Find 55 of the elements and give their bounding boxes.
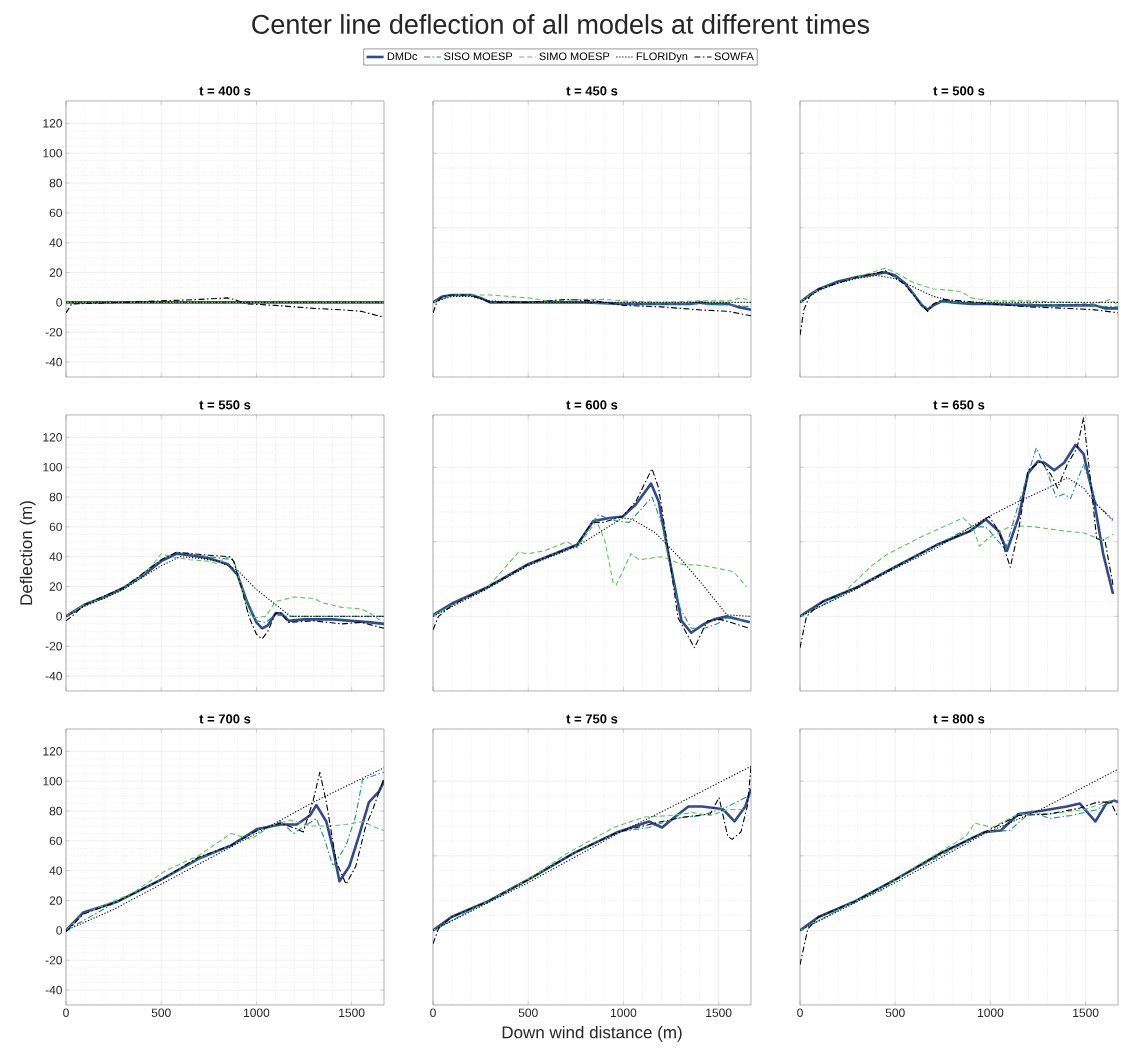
y-tick-label: 40 (49, 238, 63, 247)
chart-title: t = 450 s (566, 86, 618, 96)
y-tick-label: 40 (49, 552, 63, 561)
x-tick-label: 1500 (706, 1008, 732, 1018)
y-tick-label: 0 (56, 298, 63, 307)
y-tick-label: -20 (45, 327, 63, 337)
y-tick-label: 120 (43, 433, 63, 442)
y-tick-label: 60 (49, 836, 63, 846)
y-tick-label: 80 (49, 806, 63, 816)
text: Center line deflection of all models at different times (252, 14, 870, 34)
y-tick-label: 0 (56, 926, 63, 935)
x-tick-label: 1000 (610, 1008, 637, 1018)
y-axis-title: Deflection (m) (19, 501, 36, 605)
legend-label: FLORIDyn (636, 52, 688, 63)
y-tick-label: -40 (45, 671, 63, 681)
y-tick-label: 0 (56, 612, 63, 621)
y-tick-label: 100 (43, 462, 63, 472)
y-tick-label: 100 (43, 776, 63, 786)
chart-title: t = 750 s (566, 714, 618, 724)
x-tick-label: 0 (797, 1008, 803, 1018)
x-tick-label: 1000 (977, 1008, 1004, 1018)
legend-label: SOWFA (714, 52, 754, 61)
y-tick-label: 60 (49, 208, 63, 218)
chart-title: t = 800 s (933, 714, 985, 724)
chart-title: t = 500 s (933, 86, 985, 96)
x-tick-label: 0 (430, 1008, 436, 1018)
y-tick-label: 20 (49, 268, 63, 277)
x-tick-label: 500 (518, 1008, 538, 1018)
x-tick-label: 1000 (243, 1008, 270, 1018)
legend-label: DMDc (387, 52, 418, 61)
chart-title: t = 650 s (933, 400, 985, 410)
y-tick-label: 80 (49, 178, 63, 188)
chart-title: t = 600 s (566, 400, 618, 410)
y-tick-label: 60 (49, 522, 63, 532)
y-tick-label: -40 (45, 985, 63, 995)
y-tick-label: 80 (49, 492, 63, 502)
y-tick-label: -40 (45, 357, 63, 367)
y-tick-label: 120 (43, 747, 63, 756)
chart-title: t = 700 s (199, 714, 251, 724)
y-tick-label: 100 (43, 148, 63, 158)
chart-title: t = 400 s (199, 86, 251, 96)
y-tick-label: 40 (49, 866, 63, 875)
y-tick-label: -20 (45, 641, 63, 651)
x-axis-title: Down wind distance (m) (502, 1025, 682, 1042)
x-tick-label: 1500 (1073, 1008, 1099, 1018)
legend-label: SISO MOESP (444, 52, 513, 61)
y-tick-label: -20 (45, 955, 63, 965)
y-tick-label: 120 (43, 119, 63, 128)
x-tick-label: 1500 (339, 1008, 365, 1018)
y-tick-label: 20 (49, 582, 63, 591)
x-tick-label: 500 (885, 1008, 905, 1018)
legend-label: SIMO MOESP (539, 52, 610, 61)
y-tick-label: 20 (49, 896, 63, 905)
chart-title: t = 550 s (199, 400, 251, 410)
x-tick-label: 500 (151, 1008, 171, 1018)
